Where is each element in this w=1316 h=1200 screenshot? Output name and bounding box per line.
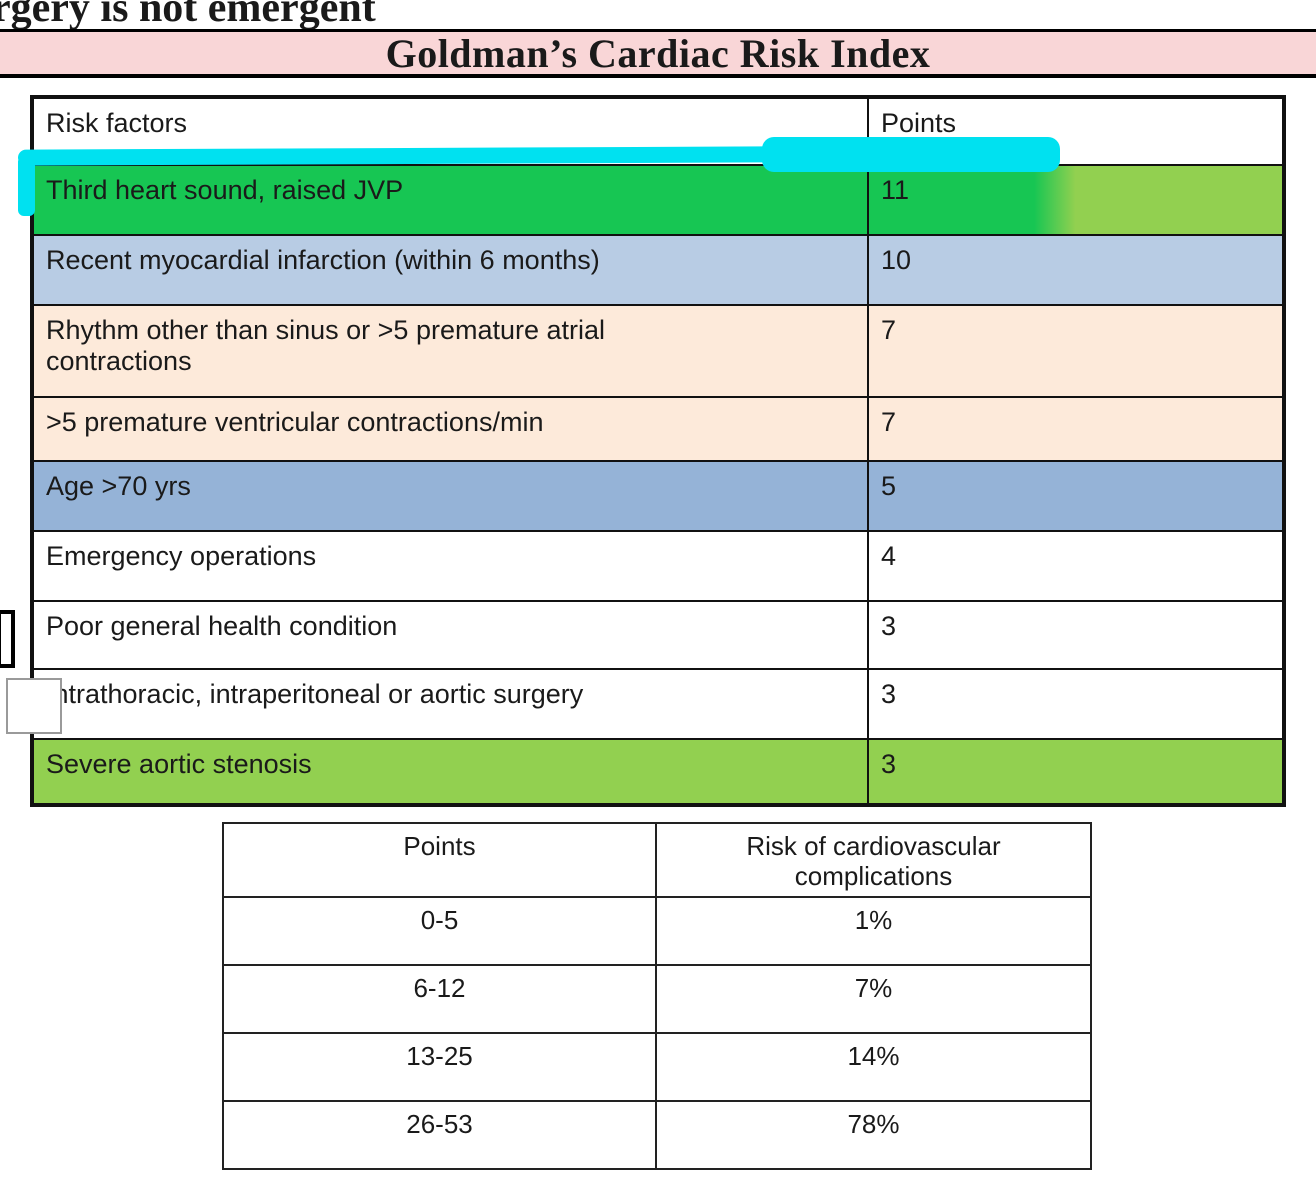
risk-factor-cell: Intrathoracic, intraperitoneal or aortic… [31,668,869,740]
table-row: >5 premature ventricular contractions/mi… [31,396,1285,462]
score-table-header-row: Points Risk of cardiovascular complicati… [222,822,1092,898]
risk-percent-cell: 1% [655,895,1092,966]
points-range-cell: 13-25 [222,1031,657,1102]
table-row: Severe aortic stenosis 3 [31,738,1285,806]
points-range-cell: 0-5 [222,895,657,966]
cyan-highlighter-stroke [17,146,777,166]
risk-factor-cell: Severe aortic stenosis [31,738,869,806]
page-title: Goldman’s Cardiac Risk Index [385,30,931,76]
risk-factor-cell: Emergency operations [31,530,869,602]
risk-factor-cell: Rhythm other than sinus or >5 premature … [31,304,869,398]
table-row: Recent myocardial infarction (within 6 m… [31,234,1285,306]
points-header-cell: Points [222,822,657,898]
risk-factors-table: Risk factors Points Third heart sound, r… [30,95,1286,807]
risk-percent-cell: 78% [655,1099,1092,1170]
points-cell: 10 [867,234,1285,306]
table-row: 6-12 7% [222,963,1092,1034]
points-cell: 7 [867,304,1285,398]
table-row: Age >70 yrs 5 [31,460,1285,532]
cursor-bracket-artifact [0,610,15,668]
points-cell: 3 [867,668,1285,740]
risk-factor-cell: Third heart sound, raised JVP [31,164,869,236]
cyan-highlighter-stroke [18,156,35,216]
table-row: 0-5 1% [222,895,1092,966]
points-cell: 11 [867,164,1285,236]
risk-factor-cell: >5 premature ventricular contractions/mi… [31,396,869,462]
points-cell: 4 [867,530,1285,602]
table-row: Rhythm other than sinus or >5 premature … [31,304,1285,398]
points-cell: 7 [867,396,1285,462]
title-banner: Goldman’s Cardiac Risk Index [0,29,1316,78]
risk-percent-cell: 7% [655,963,1092,1034]
table-row: Poor general health condition 3 [31,600,1285,670]
risk-header-cell: Risk of cardiovascular complications [655,822,1092,898]
risk-percent-cell: 14% [655,1031,1092,1102]
risk-factor-cell: Recent myocardial infarction (within 6 m… [31,234,869,306]
cyan-highlighter-stroke [762,137,1060,172]
white-annotation-box [6,678,62,734]
risk-factor-cell: Age >70 yrs [31,460,869,532]
table-row: 13-25 14% [222,1031,1092,1102]
risk-factor-cell: Poor general health condition [31,600,869,670]
points-cell: 3 [867,738,1285,806]
table-row: Intrathoracic, intraperitoneal or aortic… [31,668,1285,740]
points-cell: 3 [867,600,1285,670]
risk-score-table: Points Risk of cardiovascular complicati… [222,822,1092,1170]
table-row: 26-53 78% [222,1099,1092,1170]
points-range-cell: 6-12 [222,963,657,1034]
points-cell: 5 [867,460,1285,532]
points-range-cell: 26-53 [222,1099,657,1170]
table-row: Emergency operations 4 [31,530,1285,602]
table-row: Third heart sound, raised JVP 11 [31,164,1285,236]
